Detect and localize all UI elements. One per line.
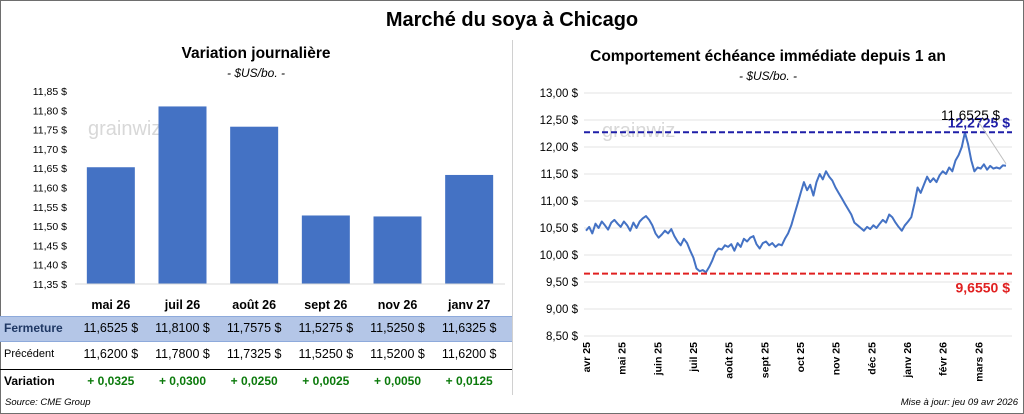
left-panel-unit: - $US/bo. -: [226, 66, 286, 80]
x-tick-label: juil 25: [688, 342, 700, 373]
table-cell: 11,5250 $: [298, 347, 354, 361]
y-tick-label: 11,40 $: [33, 260, 67, 272]
y-tick-label: 8,50 $: [546, 331, 579, 343]
table-cell: 11,6200 $: [441, 347, 497, 361]
x-tick-label: juil 26: [164, 298, 200, 312]
panel-divider: [512, 40, 513, 395]
x-tick-label: août 25: [724, 342, 736, 379]
row-label-close: Fermeture: [4, 321, 63, 335]
right-panel-unit: - $US/bo. -: [738, 69, 798, 83]
table-cell: + 0,0300: [158, 374, 207, 388]
price-line: [585, 131, 1007, 274]
table-cell: 11,5250 $: [370, 321, 425, 335]
x-tick-label: sept 25: [759, 342, 771, 378]
y-tick-label: 9,00 $: [546, 304, 579, 316]
y-tick-label: 13,00 $: [540, 88, 579, 100]
x-tick-label: mars 26: [973, 342, 985, 382]
bar-juil 26: [158, 106, 207, 284]
x-tick-label: nov 26: [378, 298, 418, 312]
watermark: grainwiz: [602, 120, 675, 142]
bar-sept 26: [301, 215, 350, 284]
y-tick-label: 11,50 $: [540, 169, 578, 181]
y-tick-label: 11,50 $: [33, 221, 67, 233]
table-row-close: Fermeture 11,6525 $ 11,8100 $ 11,7575 $ 11,…: [0, 316, 512, 342]
y-tick-label: 11,75 $: [33, 125, 67, 137]
table-cell: 11,6325 $: [441, 321, 497, 335]
row-label-variation: Variation: [4, 374, 55, 388]
table-cell: + 0,0050: [373, 374, 422, 388]
table-cell: 11,6525 $: [83, 321, 139, 335]
page-title: Marché du soya à Chicago: [385, 9, 639, 31]
y-tick-label: 11,80 $: [33, 105, 67, 117]
x-tick-label: sept 26: [304, 298, 347, 312]
one-year-line-chart: grainwiz 8,50 $ 9,00 $ 9,50 $ 10,00 $ 10,50 $…: [540, 88, 1012, 382]
x-tick-label: déc 25: [866, 342, 878, 375]
y-tick-label: 11,00 $: [540, 196, 578, 208]
y-tick-label: 12,00 $: [540, 142, 579, 154]
table-cell: 11,5275 $: [298, 321, 354, 335]
y-tick-label: 11,70 $: [33, 144, 67, 156]
x-tick-label: avr 25: [581, 342, 593, 373]
watermark: grainwiz: [88, 118, 161, 140]
y-tick-label: 11,65 $: [33, 163, 67, 175]
table-cell: 11,7800 $: [155, 347, 210, 361]
left-panel-title: Variation journalière: [181, 45, 331, 62]
y-tick-label: 11,45 $: [33, 240, 67, 252]
x-tick-label: janv 26: [902, 342, 914, 379]
table-cell: 11,5200 $: [370, 347, 425, 361]
y-tick-label: 11,60 $: [33, 183, 67, 195]
x-tick-label: oct 25: [795, 342, 807, 373]
bar-janv 27: [445, 174, 494, 284]
y-tick-label: 11,85 $: [33, 86, 67, 98]
table-row-previous: Précédent 11,6200 $ 11,7800 $ 11,7325 $ 11,…: [0, 343, 512, 367]
table-cell: + 0,0025: [302, 374, 350, 388]
x-tick-label: mai 26: [91, 298, 130, 312]
x-tick-label: janv 27: [447, 298, 490, 312]
last-value-leader: [977, 120, 1007, 165]
bar-nov 26: [373, 216, 422, 284]
table-cell: 11,8100 $: [155, 321, 210, 335]
x-tick-label: févr 26: [938, 342, 950, 376]
table-cell: 11,7575 $: [226, 321, 282, 335]
x-tick-label: mai 25: [617, 342, 629, 375]
update-note: Mise à jour: jeu 09 avr 2026: [900, 397, 1018, 408]
x-tick-label: août 26: [232, 298, 276, 312]
y-tick-label: 12,50 $: [540, 115, 579, 127]
table-cell: + 0,0325: [87, 374, 135, 388]
bar-mai 26: [86, 167, 135, 284]
table-cell: 11,6200 $: [83, 347, 139, 361]
y-tick-label: 11,35 $: [33, 279, 67, 291]
x-tick-label: juin 25: [652, 342, 664, 376]
table-cell: + 0,0125: [445, 374, 493, 388]
x-tick-label: nov 25: [831, 342, 843, 375]
y-tick-label: 11,55 $: [33, 202, 67, 214]
row-label-previous: Précédent: [4, 348, 55, 360]
source-note: Source: CME Group: [5, 397, 91, 408]
last-value-label: 11,6525 $: [941, 108, 1001, 123]
right-panel-title: Comportement échéance immédiate depuis 1…: [590, 48, 946, 65]
table-row-variation: Variation + 0,0325 + 0,0300 + 0,0250 + 0,00…: [0, 369, 512, 394]
daily-variation-bar-chart: grainwiz 11,35 $ 11,40 $ 11,45 $ 11,50 $ 11,5…: [33, 86, 505, 312]
bar-août 26: [230, 126, 279, 284]
table-cell: + 0,0250: [230, 374, 278, 388]
y-tick-label: 9,50 $: [546, 277, 579, 289]
min-label: 9,6550 $: [956, 280, 1011, 296]
y-tick-label: 10,50 $: [540, 223, 579, 235]
table-cell: 11,7325 $: [226, 347, 282, 361]
y-tick-label: 10,00 $: [540, 250, 579, 262]
